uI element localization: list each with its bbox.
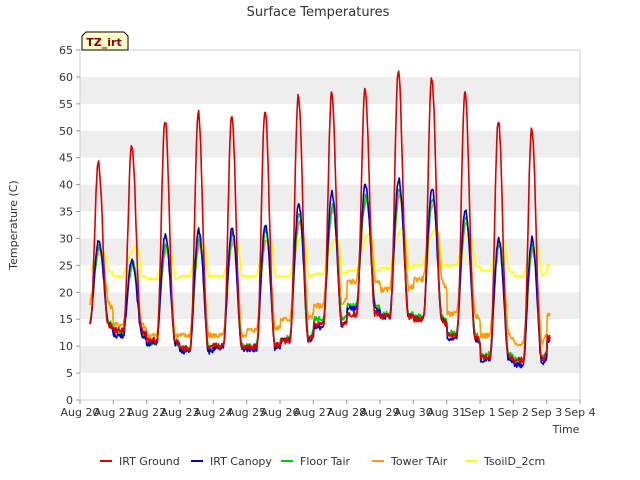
legend-item: TsoilD_2cm	[465, 455, 545, 468]
badge-label: TZ_irt	[86, 36, 121, 49]
y-tick-label: 35	[59, 206, 73, 219]
x-tick-label: Aug 27	[294, 406, 333, 419]
y-tick-label: 40	[59, 179, 73, 192]
x-tick-label: Aug 22	[127, 406, 166, 419]
legend-item: Floor Tair	[281, 455, 351, 468]
y-tick-label: 30	[59, 232, 73, 245]
legend-label: Tower TAir	[390, 455, 448, 468]
y-tick-label: 10	[59, 340, 73, 353]
x-tick-label: Aug 24	[194, 406, 233, 419]
x-tick-label: Aug 26	[261, 406, 300, 419]
legend-item: IRT Ground	[100, 455, 180, 468]
legend-label: Floor Tair	[300, 455, 351, 468]
grid-band	[80, 346, 580, 374]
y-tick-label: 25	[59, 259, 73, 272]
x-tick-label: Sep 1	[464, 406, 495, 419]
legend-label: IRT Canopy	[210, 455, 272, 468]
series-lines	[89, 70, 551, 369]
y-tick-label: 45	[59, 152, 73, 165]
y-tick-label: 65	[59, 44, 73, 57]
grid-band	[80, 292, 580, 320]
badge-shape	[81, 31, 129, 51]
legend: IRT Ground IRT Canopy Floor Tair Tower TAir…	[100, 455, 545, 468]
y-tick-label: 0	[66, 394, 73, 407]
y-tick-label: 5	[66, 367, 73, 380]
plot-frame	[79, 49, 581, 401]
x-tick-label: Aug 29	[361, 406, 400, 419]
x-tick-label: Sep 3	[531, 406, 562, 419]
x-tick-label: Aug 21	[94, 406, 133, 419]
y-axis-title: Temperature (C)	[7, 180, 20, 270]
x-tick-label: Aug 23	[161, 406, 200, 419]
legend-label: TsoilD_2cm	[483, 455, 545, 468]
x-axis-title: Time	[552, 423, 580, 436]
series-line-irt-ground	[89, 70, 551, 364]
tz-irt-badge: TZ_irt	[81, 31, 129, 51]
x-tick-label: Aug 25	[227, 406, 266, 419]
y-tick-label: 55	[59, 98, 73, 111]
legend-item: IRT Canopy	[191, 455, 272, 468]
y-tick-label: 15	[59, 313, 73, 326]
x-tick-label: Aug 20	[61, 406, 100, 419]
y-tick-label: 50	[59, 125, 73, 138]
y-tick-label: 60	[59, 71, 73, 84]
x-tick-label: Sep 4	[564, 406, 595, 419]
y-axis-ticks: 0 5 10 15 20 25 30 35 40 45 50 55 60 65	[59, 44, 80, 407]
x-tick-label: Aug 31	[427, 406, 466, 419]
x-tick-label: Aug 28	[327, 406, 366, 419]
legend-item: Tower TAir	[372, 455, 448, 468]
legend-label: IRT Ground	[119, 455, 180, 468]
y-tick-label: 20	[59, 286, 73, 299]
chart-title: Surface Temperatures	[247, 5, 390, 20]
x-tick-label: Aug 30	[394, 406, 433, 419]
x-tick-label: Sep 2	[498, 406, 529, 419]
